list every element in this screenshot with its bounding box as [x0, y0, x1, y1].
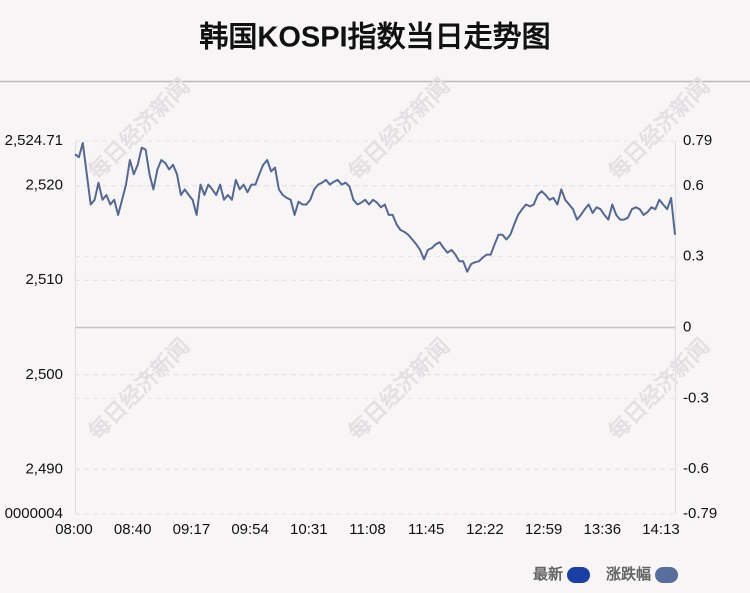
y-tick-label: 2,524.71: [5, 132, 63, 149]
legend-swatch: [655, 567, 679, 583]
x-tick-label: 11:45: [408, 521, 444, 538]
price-line: [74, 142, 676, 273]
legend-label: 最新: [533, 565, 563, 583]
x-tick-label: 08:40: [114, 521, 152, 538]
x-tick-label: 09:54: [231, 521, 269, 538]
x-tick-label: 14:13: [642, 521, 680, 538]
x-tick-label: 12:59: [525, 521, 563, 538]
y-tick-label: 2,520: [25, 177, 63, 194]
y-tick-label: 2,500: [25, 366, 63, 383]
y-tick-label: 2,510: [25, 271, 63, 288]
chart-title: 韩国KOSPI指数当日走势图: [199, 21, 550, 54]
y-tick-label: 2,490: [25, 460, 63, 477]
x-tick-label: 09:17: [173, 521, 211, 538]
x-tick-label: 10:31: [290, 521, 328, 538]
y2-tick-label: 0.6: [683, 177, 704, 194]
x-tick-label: 12:22: [466, 521, 504, 538]
x-tick-label: 13:36: [584, 521, 622, 538]
y2-tick-label: 0.79: [683, 132, 712, 149]
y2-tick-label: -0.6: [683, 460, 709, 477]
y-tick-label: 0000004: [5, 505, 63, 522]
y2-tick-label: -0.79: [683, 505, 717, 522]
x-tick-label: 08:00: [55, 521, 93, 538]
legend-swatch: [567, 567, 591, 583]
legend-label: 涨跌幅: [606, 565, 651, 583]
y2-tick-label: -0.3: [683, 389, 709, 406]
y2-tick-label: 0: [683, 318, 691, 335]
y2-tick-label: 0.3: [683, 248, 704, 265]
x-tick-label: 11:08: [349, 521, 385, 538]
